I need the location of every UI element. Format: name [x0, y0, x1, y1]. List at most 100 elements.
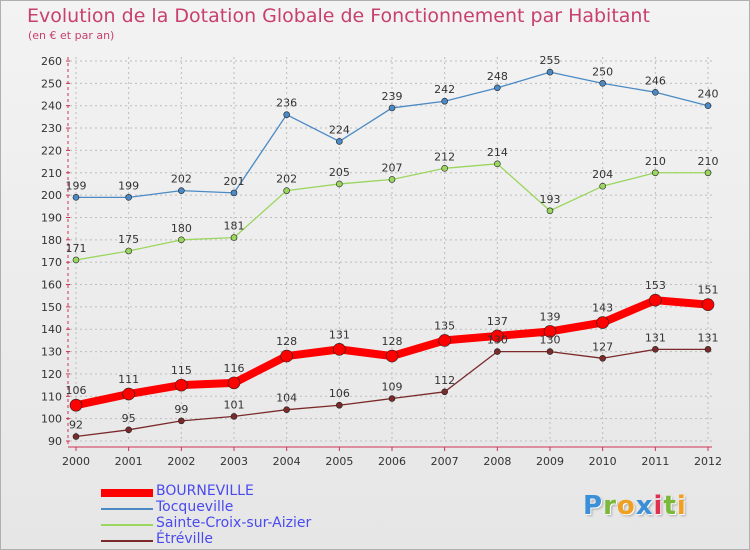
data-label-sainte-croix-sur-aizier: 175	[118, 233, 139, 246]
x-tick-label: 2003	[220, 455, 248, 468]
data-label-bourneville: 131	[329, 328, 350, 341]
data-point-bourneville	[543, 325, 557, 338]
data-label-tocqueville: 201	[224, 175, 245, 188]
data-point-etreville	[72, 433, 80, 440]
y-tick-label: 240	[41, 100, 62, 113]
y-tick-label: 230	[41, 122, 62, 135]
data-point-sainte-croix-sur-aizier	[72, 256, 80, 264]
legend-swatch	[101, 524, 153, 526]
data-label-tocqueville: 248	[487, 70, 508, 83]
logo-letter: o	[616, 491, 636, 521]
data-label-etreville: 130	[487, 334, 508, 347]
x-tick-label: 2004	[273, 455, 301, 468]
data-point-etreville	[230, 413, 238, 420]
y-tick-label: 160	[41, 279, 62, 292]
data-point-bourneville	[701, 298, 715, 311]
data-point-sainte-croix-sur-aizier	[125, 247, 132, 255]
data-label-bourneville: 143	[592, 302, 613, 315]
data-point-etreville	[546, 348, 554, 355]
data-label-tocqueville: 240	[698, 88, 719, 101]
data-label-tocqueville: 202	[171, 173, 192, 186]
data-point-tocqueville	[230, 189, 238, 197]
data-label-sainte-croix-sur-aizier: 202	[276, 173, 297, 186]
data-label-sainte-croix-sur-aizier: 181	[224, 220, 245, 233]
y-tick-label: 120	[41, 368, 62, 381]
data-point-bourneville	[438, 334, 451, 347]
data-point-etreville	[336, 401, 343, 409]
legend-label: BOURNEVILLE	[156, 483, 254, 499]
y-tick-label: 260	[41, 55, 62, 68]
data-label-etreville: 104	[276, 392, 297, 405]
data-label-tocqueville: 255	[540, 54, 561, 67]
logo-letter: P	[583, 491, 604, 521]
proxiti-logo: Proxiti	[583, 491, 687, 521]
data-labels: 199 199 202 201 236 224 239 242 248 255 250 246 240 1…	[66, 54, 719, 431]
x-tick-label: 2006	[378, 455, 406, 468]
y-tick-label: 250	[41, 77, 62, 90]
data-point-bourneville	[385, 349, 399, 363]
data-point-tocqueville	[178, 187, 185, 194]
y-tick-label: 130	[41, 346, 62, 359]
data-point-etreville	[441, 388, 448, 396]
data-point-etreville	[704, 346, 712, 353]
data-label-tocqueville: 239	[382, 90, 403, 103]
data-label-sainte-croix-sur-aizier: 205	[329, 166, 350, 179]
x-tick-label: 2002	[167, 455, 195, 468]
chart-title: Evolution de la Dotation Globale de Fonc…	[27, 5, 650, 27]
data-label-bourneville: 111	[118, 373, 139, 386]
data-label-bourneville: 116	[224, 362, 245, 375]
data-point-sainte-croix-sur-aizier	[388, 176, 396, 183]
data-label-bourneville: 128	[276, 335, 297, 348]
data-point-tocqueville	[704, 102, 712, 110]
y-tick-label: 150	[41, 301, 62, 314]
data-label-etreville: 99	[174, 403, 188, 416]
data-point-tocqueville	[599, 80, 606, 87]
data-label-bourneville: 137	[487, 315, 508, 328]
data-label-tocqueville: 246	[645, 74, 666, 87]
data-point-etreville	[388, 395, 396, 402]
y-tick-label: 170	[41, 256, 62, 269]
y-tick-label: 220	[41, 144, 62, 157]
legend-swatch	[101, 489, 153, 497]
x-tick-label: 2001	[115, 455, 143, 468]
x-tick-label: 2010	[589, 455, 617, 468]
logo-letter: t	[663, 491, 677, 521]
x-tick-label: 2005	[325, 455, 353, 468]
data-label-tocqueville: 242	[434, 83, 455, 96]
y-tick-label: 200	[41, 189, 62, 202]
data-label-sainte-croix-sur-aizier: 214	[487, 146, 508, 159]
y-tick-label: 140	[41, 323, 62, 336]
y-tick-label: 180	[41, 234, 62, 247]
x-tick-label: 2000	[62, 455, 90, 468]
data-point-tocqueville	[546, 68, 554, 76]
data-label-etreville: 112	[434, 374, 455, 387]
data-point-sainte-croix-sur-aizier	[704, 169, 712, 177]
legend-swatch	[101, 540, 153, 542]
data-point-tocqueville	[72, 194, 80, 201]
data-point-etreville	[652, 346, 659, 353]
logo-letter: i	[676, 491, 687, 521]
data-point-etreville	[125, 426, 132, 434]
y-tick-label: 110	[41, 390, 62, 403]
data-point-bourneville	[175, 378, 188, 392]
data-point-sainte-croix-sur-aizier	[546, 207, 554, 215]
y-tick-label: 90	[48, 435, 62, 448]
data-label-etreville: 131	[698, 331, 719, 344]
data-point-bourneville	[122, 387, 135, 401]
data-point-bourneville	[280, 349, 293, 363]
data-label-tocqueville: 236	[276, 97, 297, 110]
x-tick-label: 2011	[641, 455, 669, 468]
x-tick-label: 2008	[483, 455, 511, 468]
data-point-sainte-croix-sur-aizier	[652, 169, 659, 177]
y-tick-label: 190	[41, 211, 62, 224]
legend-label: Étréville	[156, 531, 213, 547]
data-point-sainte-croix-sur-aizier	[494, 160, 501, 168]
logo-letter: i	[653, 491, 664, 521]
data-label-etreville: 95	[122, 412, 136, 425]
data-point-bourneville	[649, 293, 662, 307]
data-label-etreville: 106	[329, 387, 350, 400]
data-label-bourneville: 135	[434, 319, 455, 332]
data-label-etreville: 130	[540, 334, 561, 347]
x-tick-label: 2007	[431, 455, 459, 468]
